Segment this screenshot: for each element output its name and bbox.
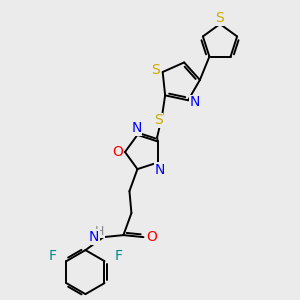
Text: S: S [216,11,224,25]
Text: S: S [154,113,163,128]
Text: N: N [89,230,99,244]
Text: N: N [190,95,200,109]
Text: N: N [154,163,165,177]
Text: O: O [146,230,157,244]
Text: S: S [151,63,160,77]
Text: N: N [131,121,142,135]
Text: F: F [115,249,122,263]
Text: O: O [112,145,123,159]
Text: H: H [95,225,104,238]
Text: F: F [48,249,56,263]
